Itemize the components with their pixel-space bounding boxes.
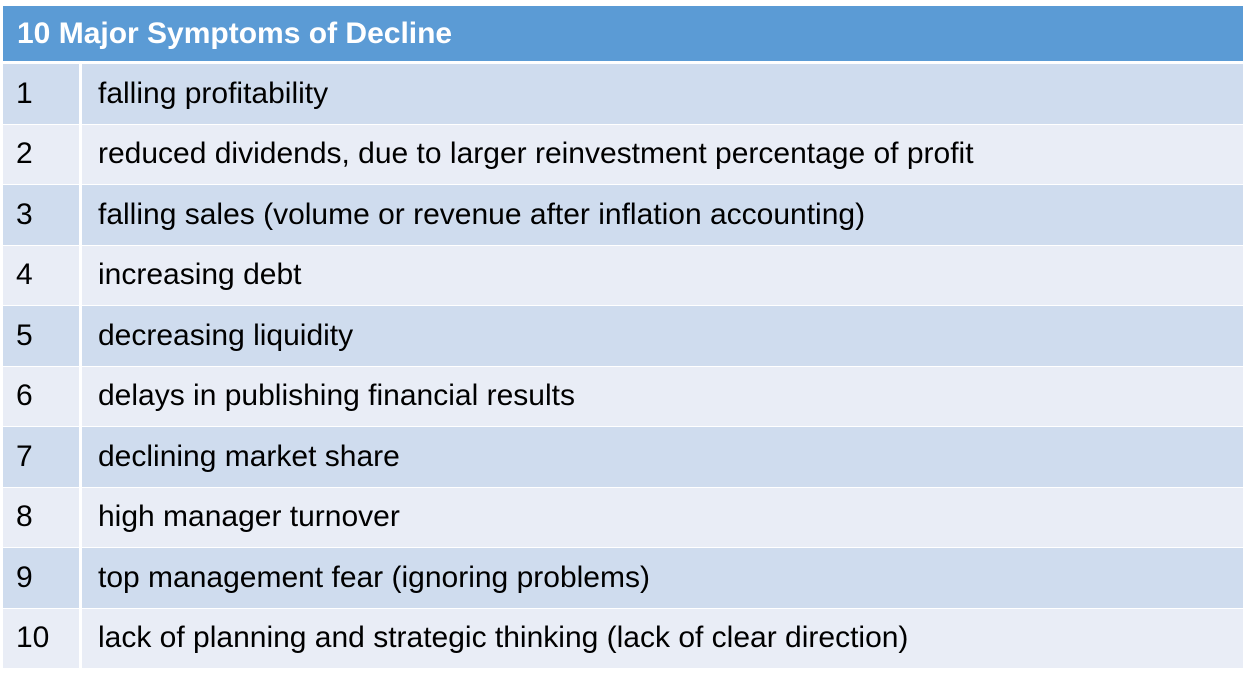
row-number: 2 [3,124,82,184]
row-number: 3 [3,185,82,245]
row-number: 10 [3,608,82,668]
table-header: 10 Major Symptoms of Decline [3,6,1243,64]
row-number: 9 [3,548,82,608]
row-number: 8 [3,487,82,547]
table-row: 7 declining market share [3,427,1243,488]
table-row: 4 increasing debt [3,245,1243,306]
row-number: 1 [3,64,82,124]
row-text: top management fear (ignoring problems) [98,560,650,594]
table-row: 8 high manager turnover [3,487,1243,548]
row-text: declining market share [98,439,400,473]
symptoms-table: 10 Major Symptoms of Decline 1 falling p… [3,6,1243,669]
table-row: 2 reduced dividends, due to larger reinv… [3,124,1243,185]
row-text: high manager turnover [98,500,400,534]
row-number: 7 [3,427,82,487]
table-row: 5 decreasing liquidity [3,306,1243,367]
table-row: 1 falling profitability [3,64,1243,125]
row-text: lack of planning and strategic thinking … [98,621,909,655]
table-row: 3 falling sales (volume or revenue after… [3,185,1243,246]
row-number: 4 [3,245,82,305]
row-text: delays in publishing financial results [98,379,575,413]
table-row: 9 top management fear (ignoring problems… [3,548,1243,609]
row-text: increasing debt [98,258,302,292]
row-number: 5 [3,306,82,366]
table-row: 6 delays in publishing financial results [3,366,1243,427]
row-text: decreasing liquidity [98,318,354,352]
row-text: falling profitability [98,76,329,110]
row-number: 6 [3,366,82,426]
row-text: reduced dividends, due to larger reinves… [98,137,974,171]
row-text: falling sales (volume or revenue after i… [98,197,866,231]
table-row: 10 lack of planning and strategic thinki… [3,608,1243,669]
